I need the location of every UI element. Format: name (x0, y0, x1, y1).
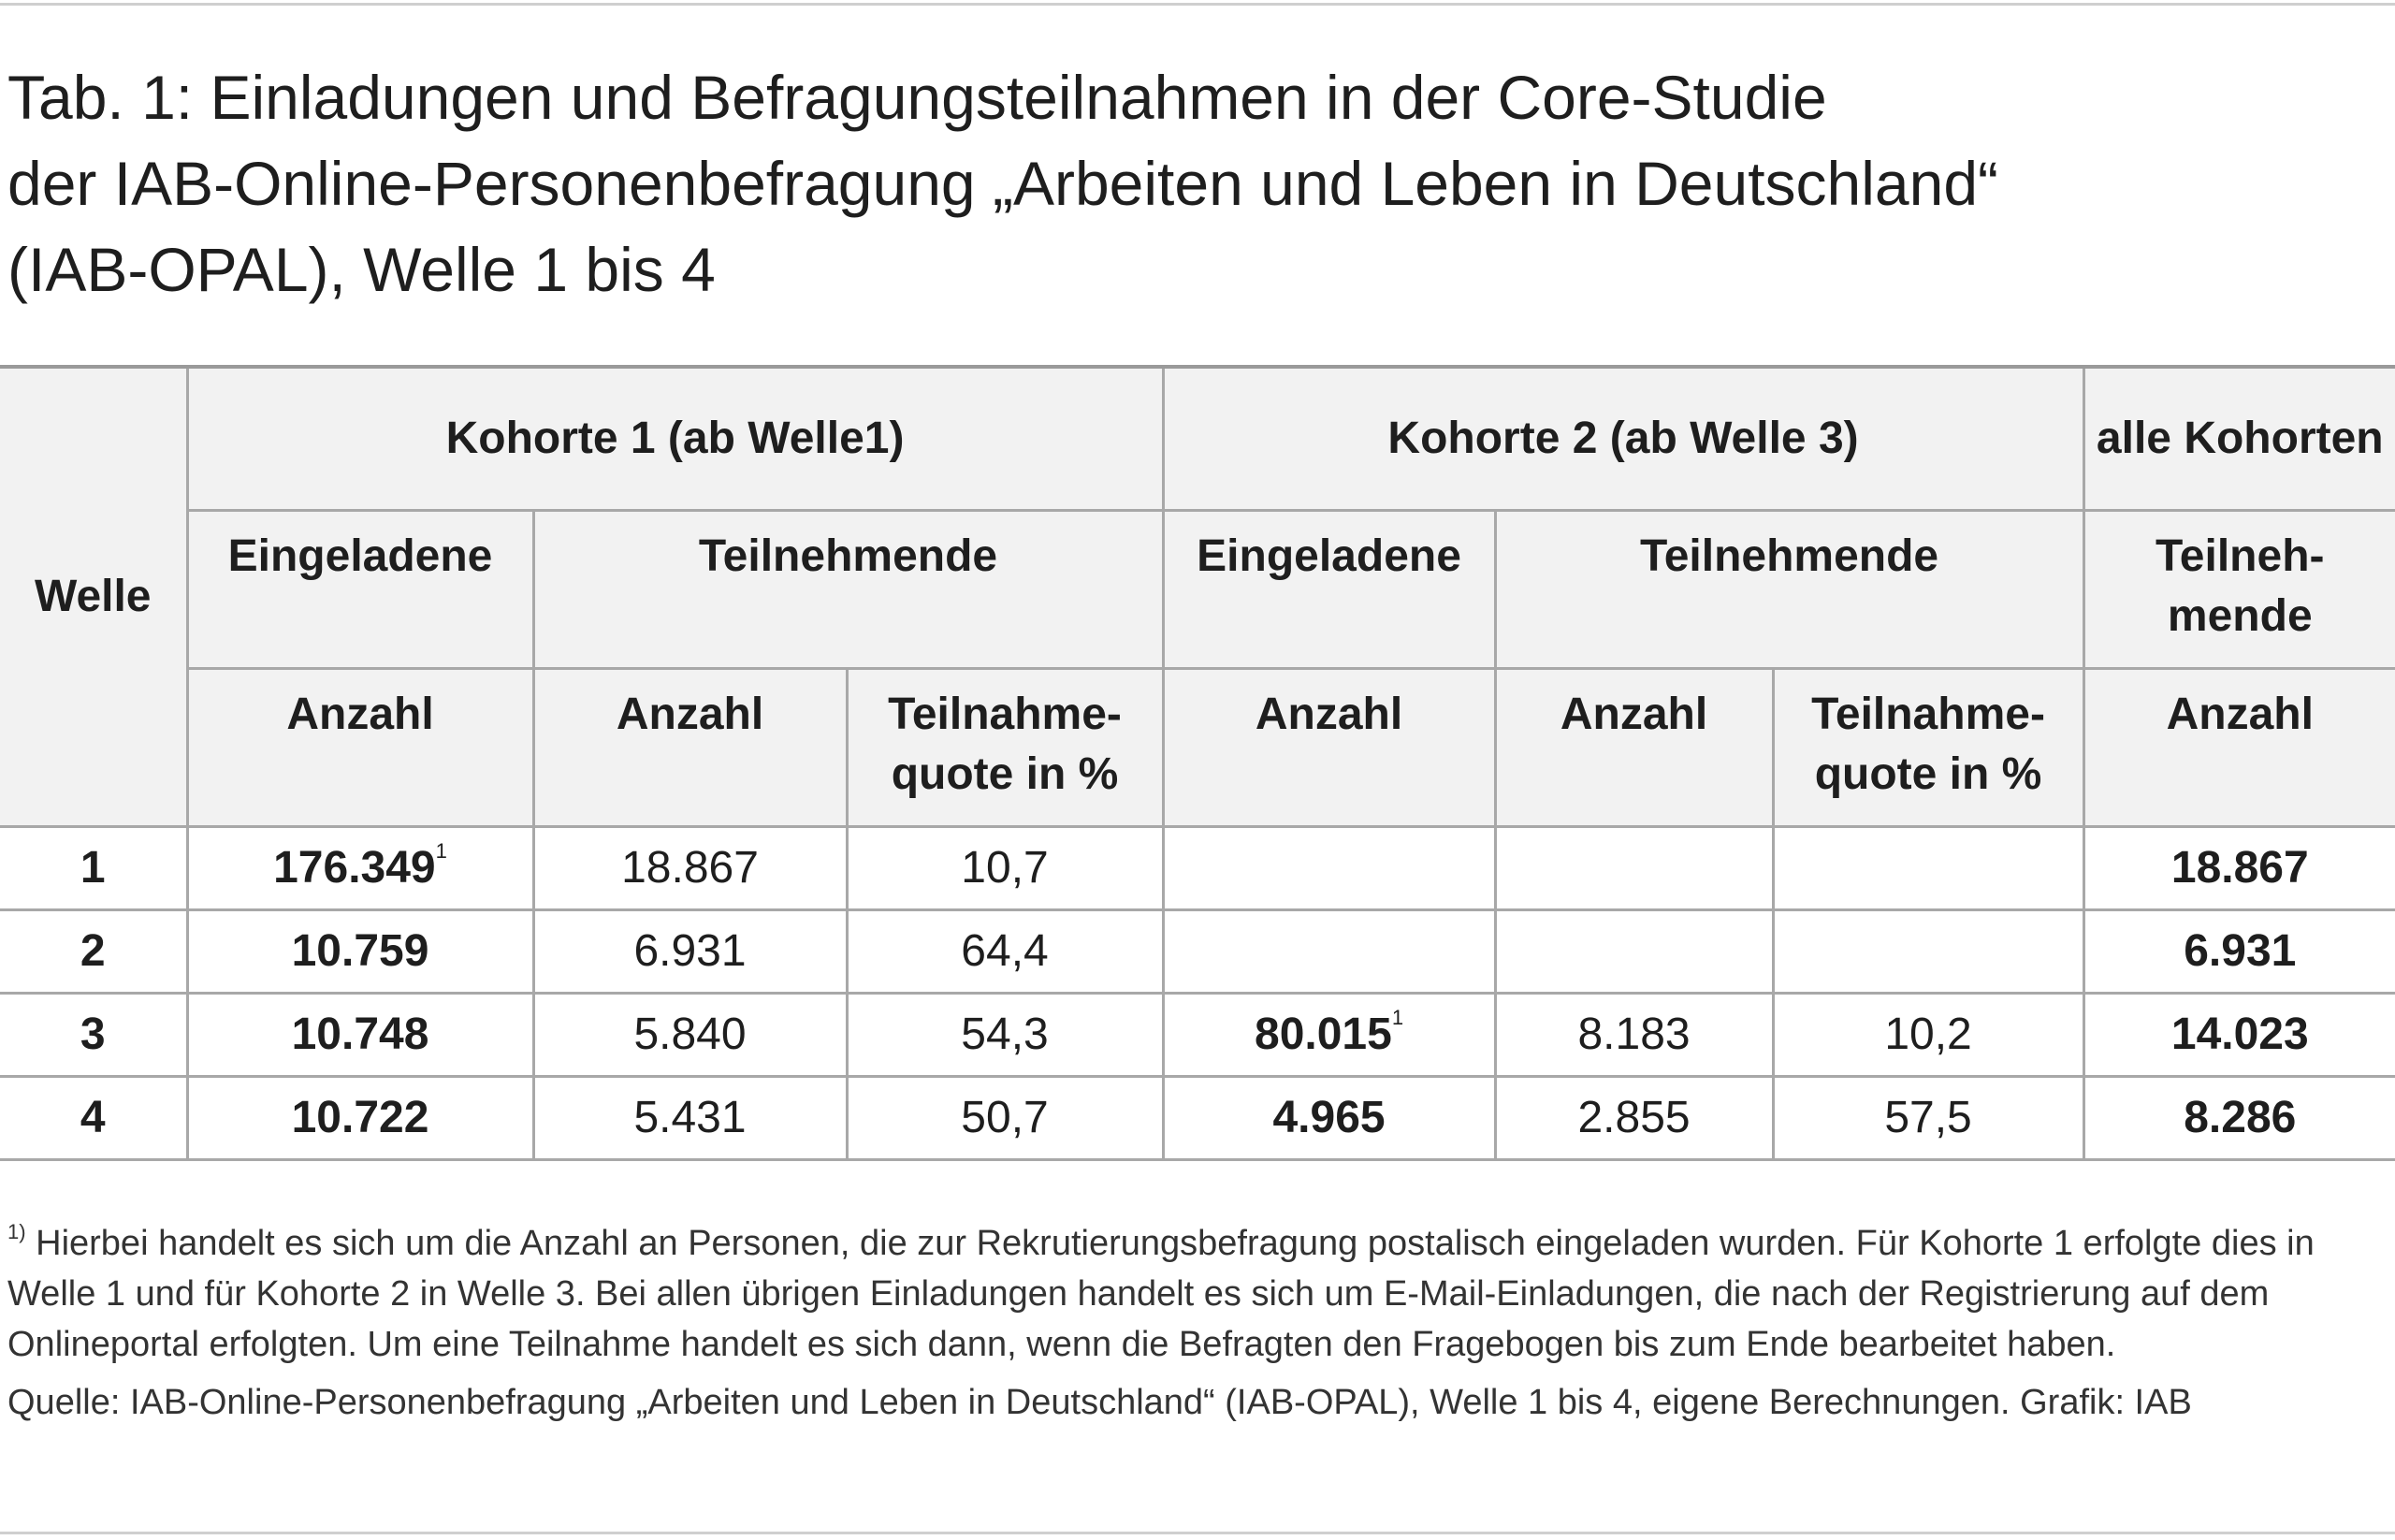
table-title: Tab. 1: Einladungen und Befragungsteilna… (7, 54, 2346, 312)
cell-k1-quote-value: 10,7 (961, 843, 1049, 893)
table-row: 2 10.759 6.931 64,4 6.931 (0, 908, 2395, 995)
cell-welle: 3 (0, 992, 189, 1078)
cell-k1-eingeladene-value: 10.759 (291, 926, 429, 976)
cell-k1-quote-value: 64,4 (961, 926, 1049, 976)
participation-table: Welle Kohorte 1 (ab Welle1) Kohorte 2 (a… (0, 365, 2395, 1161)
header-row-groups: Eingeladene Teilnehmende Eingeladene Tei… (0, 509, 2395, 670)
header-k1-eingeladene-anzahl: Anzahl (187, 667, 535, 828)
title-line-3: (IAB-OPAL), Welle 1 bis 4 (7, 235, 716, 304)
cell-k2-teilnehmende-value: 8.183 (1577, 1010, 1691, 1059)
cell-k2-eingeladene (1161, 825, 1497, 911)
cell-k2-eingeladene-value: 80.015 (1255, 1010, 1392, 1059)
cell-k2-quote: 57,5 (1771, 1075, 2085, 1161)
cell-alle-teilnehmende-value: 6.931 (2184, 926, 2297, 976)
cell-k2-eingeladene: 4.965 (1161, 1075, 1497, 1161)
cell-k1-teilnehmende-value: 18.867 (621, 843, 759, 893)
cell-k1-quote-value: 54,3 (961, 1010, 1049, 1059)
cell-alle-teilnehmende: 8.286 (2082, 1075, 2395, 1161)
cell-k2-quote-value: 57,5 (1884, 1093, 1972, 1142)
cell-welle-value: 3 (80, 1010, 106, 1059)
cell-k2-teilnehmende: 8.183 (1493, 992, 1775, 1078)
cell-k2-teilnehmende-value: 2.855 (1577, 1093, 1691, 1142)
cell-alle-teilnehmende-value: 14.023 (2170, 1010, 2309, 1059)
footnote-reference: 1 (435, 839, 447, 863)
cell-k1-eingeladene: 10.722 (185, 1075, 535, 1161)
header-kohorte-1: Kohorte 1 (ab Welle1) (185, 365, 1165, 512)
cell-k1-eingeladene-value: 10.748 (291, 1010, 429, 1059)
header-k2-eingeladene: Eingeladene (1161, 509, 1497, 670)
cell-welle: 4 (0, 1075, 189, 1161)
cell-k1-quote: 64,4 (845, 908, 1165, 995)
footnote-mark: 1) (7, 1220, 26, 1243)
cell-k1-teilnehmende: 18.867 (531, 825, 849, 911)
cell-k1-teilnehmende: 5.840 (531, 992, 849, 1078)
header-alle-teilnehmende: Teilneh-mende (2082, 509, 2395, 670)
title-line-1: Tab. 1: Einladungen und Befragungsteilna… (7, 63, 1827, 132)
cell-alle-teilnehmende: 18.867 (2082, 825, 2395, 911)
cell-k1-teilnehmende-value: 6.931 (633, 926, 747, 976)
header-k2-eingeladene-anzahl: Anzahl (1161, 667, 1497, 828)
cell-k1-eingeladene: 10.759 (185, 908, 535, 995)
cell-k2-eingeladene-value: 4.965 (1272, 1093, 1386, 1142)
header-alle-kohorten: alle Kohorten (2082, 365, 2395, 512)
header-kohorte-2: Kohorte 2 (ab Welle 3) (1161, 365, 2085, 512)
cell-k2-teilnehmende (1493, 825, 1775, 911)
header-k1-quote: Teilnahme-quote in % (845, 667, 1165, 828)
cell-alle-teilnehmende-value: 8.286 (2184, 1093, 2297, 1142)
cell-k1-eingeladene: 176.3491 (185, 825, 535, 911)
bottom-rule (0, 1532, 2395, 1534)
header-welle: Welle (0, 365, 189, 828)
table-row: 3 10.748 5.840 54,3 80.0151 8.183 10,2 14.023 (0, 992, 2395, 1078)
table-body: 1 176.3491 18.867 10,7 18.867 2 10.759 6.931 64,… (0, 825, 2395, 1161)
cell-k1-quote: 50,7 (845, 1075, 1165, 1161)
cell-alle-teilnehmende: 14.023 (2082, 992, 2395, 1078)
table-row: 4 10.722 5.431 50,7 4.965 2.855 57,5 8.286 (0, 1075, 2395, 1161)
cell-alle-teilnehmende: 6.931 (2082, 908, 2395, 995)
source-line: Quelle: IAB-Online-Personenbefragung „Ar… (7, 1383, 2192, 1422)
footnote-reference: 1 (1391, 1006, 1404, 1029)
cell-welle-value: 4 (80, 1093, 106, 1142)
header-k2-teilnehmende: Teilnehmende (1493, 509, 2085, 670)
cell-k2-teilnehmende: 2.855 (1493, 1075, 1775, 1161)
cell-k1-quote: 10,7 (845, 825, 1165, 911)
cell-k2-quote (1771, 908, 2085, 995)
cell-k1-eingeladene-value: 176.349 (273, 843, 436, 893)
table-notes: 1) Hierbei handelt es sich um die Anzahl… (7, 1218, 2384, 1428)
header-k2-teilnehmende-anzahl: Anzahl (1493, 667, 1775, 828)
cell-k2-teilnehmende (1493, 908, 1775, 995)
cell-welle-value: 2 (80, 926, 106, 976)
header-k1-teilnehmende-anzahl: Anzahl (531, 667, 849, 828)
header-row-measures: Anzahl Anzahl Teilnahme-quote in % Anzah… (0, 667, 2395, 828)
cell-welle-value: 1 (80, 843, 106, 893)
footnote: 1) Hierbei handelt es sich um die Anzahl… (7, 1218, 2384, 1370)
top-rule (0, 3, 2395, 6)
cell-k1-quote: 54,3 (845, 992, 1165, 1078)
cell-alle-teilnehmende-value: 18.867 (2170, 843, 2309, 893)
header-row-cohorts: Welle Kohorte 1 (ab Welle1) Kohorte 2 (a… (0, 365, 2395, 828)
header-k1-eingeladene: Eingeladene (187, 509, 535, 670)
cell-k1-teilnehmende-value: 5.431 (633, 1093, 747, 1142)
cell-k2-quote: 10,2 (1771, 992, 2085, 1078)
cell-k1-teilnehmende: 6.931 (531, 908, 849, 995)
cell-k1-quote-value: 50,7 (961, 1093, 1049, 1142)
cell-k2-quote-value: 10,2 (1884, 1010, 1972, 1059)
footnote-text: Hierbei handelt es sich um die Anzahl an… (7, 1224, 2315, 1364)
cell-k1-eingeladene-value: 10.722 (291, 1093, 429, 1142)
cell-k2-quote (1771, 825, 2085, 911)
table-row: 1 176.3491 18.867 10,7 18.867 (0, 825, 2395, 911)
header-alle-anzahl: Anzahl (2082, 667, 2395, 828)
cell-k1-teilnehmende: 5.431 (531, 1075, 849, 1161)
cell-k2-eingeladene (1161, 908, 1497, 995)
cell-k1-teilnehmende-value: 5.840 (633, 1010, 747, 1059)
cell-k2-eingeladene: 80.0151 (1161, 992, 1497, 1078)
cell-welle: 1 (0, 825, 189, 911)
cell-welle: 2 (0, 908, 189, 995)
header-k1-teilnehmende: Teilnehmende (531, 509, 1165, 670)
title-line-2: der IAB-Online-Personenbefragung „Arbeit… (7, 149, 1999, 218)
header-k2-quote: Teilnahme-quote in % (1771, 667, 2085, 828)
cell-k1-eingeladene: 10.748 (185, 992, 535, 1078)
